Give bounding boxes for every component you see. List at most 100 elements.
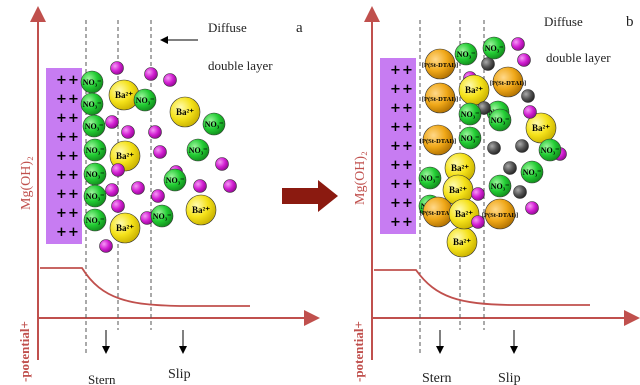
ba-ion: Ba²⁺ — [185, 194, 217, 226]
svg-text:+: + — [390, 177, 401, 192]
svg-text:+: + — [390, 196, 401, 211]
svg-text:Ba²⁺: Ba²⁺ — [455, 209, 473, 219]
oh-ion — [99, 239, 113, 253]
stern-label-a: Stern — [88, 372, 116, 385]
oh-ion — [144, 67, 158, 81]
svg-text:Ba²⁺: Ba²⁺ — [451, 163, 469, 173]
oh-ion — [523, 105, 537, 119]
no3-ion: NO₃⁻ — [80, 70, 104, 94]
ba-ion: Ba²⁺ — [108, 79, 140, 111]
svg-text:Ba²⁺: Ba²⁺ — [115, 90, 133, 100]
svg-text:NO₃⁻: NO₃⁻ — [166, 176, 185, 185]
svg-text:NO₃⁻: NO₃⁻ — [86, 146, 105, 155]
potential-label-b: -potential+ — [351, 321, 366, 382]
no3-ion: NO₃⁻ — [83, 162, 107, 186]
no3-ion: NO₃⁻ — [163, 168, 187, 192]
svg-text:+: + — [68, 130, 79, 145]
ba-ion: Ba²⁺ — [458, 74, 490, 106]
ba-ion: Ba²⁺ — [444, 152, 476, 184]
svg-text:Ba²⁺: Ba²⁺ — [532, 123, 550, 133]
svg-text:+: + — [390, 120, 401, 135]
oh-ion — [121, 125, 135, 139]
potential-curve-a — [40, 267, 250, 307]
oh-ion — [471, 187, 485, 201]
svg-text:NO₃⁻: NO₃⁻ — [541, 146, 560, 155]
svg-text:NO₃⁻: NO₃⁻ — [491, 116, 510, 125]
no3-ion: NO₃⁻ — [133, 88, 157, 112]
oh-ion — [131, 181, 145, 195]
panel-a: + + + + + + + + + + + + + + + + + + NO₃⁻Ba²⁺NO₃⁻N… — [17, 6, 320, 385]
svg-text:NO₃⁻: NO₃⁻ — [83, 100, 102, 109]
oh-ion — [223, 179, 237, 193]
svg-text:+: + — [402, 158, 413, 173]
pst-ion: [P(St-DTAI)] — [422, 82, 458, 114]
no3-ion: NO₃⁻ — [83, 138, 107, 162]
no3-ion: NO₃⁻ — [482, 36, 506, 60]
svg-text:[P(St-DTAI)]: [P(St-DTAI)] — [482, 212, 518, 219]
svg-text:NO₃⁻: NO₃⁻ — [189, 146, 208, 155]
pst-ion: [P(St-DTAI)] — [420, 124, 456, 156]
slip-label-b: Slip — [498, 371, 521, 385]
svg-text:+: + — [56, 206, 67, 221]
svg-text:NO₃⁻: NO₃⁻ — [461, 134, 480, 143]
right-arrow-icon — [282, 180, 338, 212]
no3-ion: NO₃⁻ — [458, 102, 482, 126]
svg-text:+: + — [56, 130, 67, 145]
svg-text:[P(St-DTAI)]: [P(St-DTAI)] — [422, 62, 458, 69]
svg-text:+: + — [68, 168, 79, 183]
stern-label-b: Stern — [422, 371, 452, 385]
no3-ion: NO₃⁻ — [458, 126, 482, 150]
svg-text:Ba²⁺: Ba²⁺ — [465, 85, 483, 95]
particle-surface-plate-b — [380, 58, 416, 234]
svg-text:+: + — [56, 168, 67, 183]
no3-ion: NO₃⁻ — [83, 208, 107, 232]
svg-text:+: + — [68, 92, 79, 107]
oh-ion — [517, 53, 531, 67]
oh-ion — [151, 189, 165, 203]
svg-text:NO₃⁻: NO₃⁻ — [86, 170, 105, 179]
ion-cloud-b: [P(St-DTAI)]NO₃⁻NO₃⁻Ba²⁺[P(St-DTAI)]NO₃⁻… — [418, 36, 567, 258]
oh-ion — [163, 73, 177, 87]
pst-ion: [P(St-DTAI)] — [420, 196, 456, 228]
svg-text:Ba²⁺: Ba²⁺ — [116, 151, 134, 161]
charge-plus-icon: + + + + + + + + + + + + + + + + + + — [390, 63, 413, 230]
double-layer-label-a: double layer — [208, 58, 273, 73]
svg-text:[P(St-DTAI)]: [P(St-DTAI)] — [420, 210, 456, 217]
svg-text:+: + — [56, 187, 67, 202]
potential-curve-b — [374, 269, 590, 306]
na-ion — [515, 139, 529, 153]
svg-text:+: + — [402, 139, 413, 154]
ba-ion: Ba²⁺ — [446, 226, 478, 258]
svg-text:+: + — [56, 92, 67, 107]
svg-text:+: + — [402, 215, 413, 230]
svg-text:+: + — [402, 82, 413, 97]
svg-text:Ba²⁺: Ba²⁺ — [116, 223, 134, 233]
axis-label-b: Mg(OH)₂ — [353, 151, 368, 205]
svg-text:+: + — [56, 111, 67, 126]
oh-ion — [471, 215, 485, 229]
oh-ion — [215, 157, 229, 171]
pst-ion: [P(St-DTAI)] — [422, 48, 458, 80]
no3-ion: NO₃⁻ — [454, 42, 478, 66]
svg-text:+: + — [402, 196, 413, 211]
no3-ion: NO₃⁻ — [186, 138, 210, 162]
svg-text:NO₃⁻: NO₃⁻ — [491, 182, 510, 191]
svg-text:+: + — [68, 73, 79, 88]
no3-ion: NO₃⁻ — [418, 166, 442, 190]
oh-ion — [148, 125, 162, 139]
diffuse-label-a: Diffuse — [208, 20, 247, 35]
slip-label-a: Slip — [168, 367, 191, 382]
svg-text:NO₃⁻: NO₃⁻ — [136, 96, 155, 105]
na-ion — [481, 57, 495, 71]
svg-text:+: + — [390, 63, 401, 78]
no3-ion: NO₃⁻ — [202, 112, 226, 136]
svg-text:+: + — [68, 149, 79, 164]
svg-text:+: + — [56, 73, 67, 88]
ion-cloud-a: NO₃⁻Ba²⁺NO₃⁻NO₃⁻Ba²⁺NO₃⁻ NO₃⁻NO₃⁻Ba²⁺NO₃⁻… — [80, 61, 237, 253]
svg-text:Ba²⁺: Ba²⁺ — [176, 107, 194, 117]
svg-text:NO₃⁻: NO₃⁻ — [205, 120, 224, 129]
oh-ion — [105, 183, 119, 197]
oh-ion — [110, 61, 124, 75]
panel-letter-a: a — [296, 20, 303, 36]
svg-text:Ba²⁺: Ba²⁺ — [453, 237, 471, 247]
